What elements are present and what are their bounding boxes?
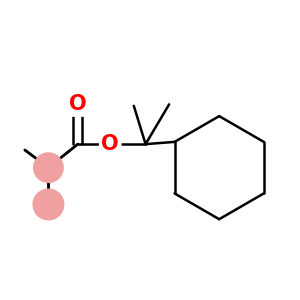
Circle shape xyxy=(34,153,63,182)
Circle shape xyxy=(33,189,64,220)
Text: O: O xyxy=(69,94,87,114)
Text: O: O xyxy=(101,134,119,154)
